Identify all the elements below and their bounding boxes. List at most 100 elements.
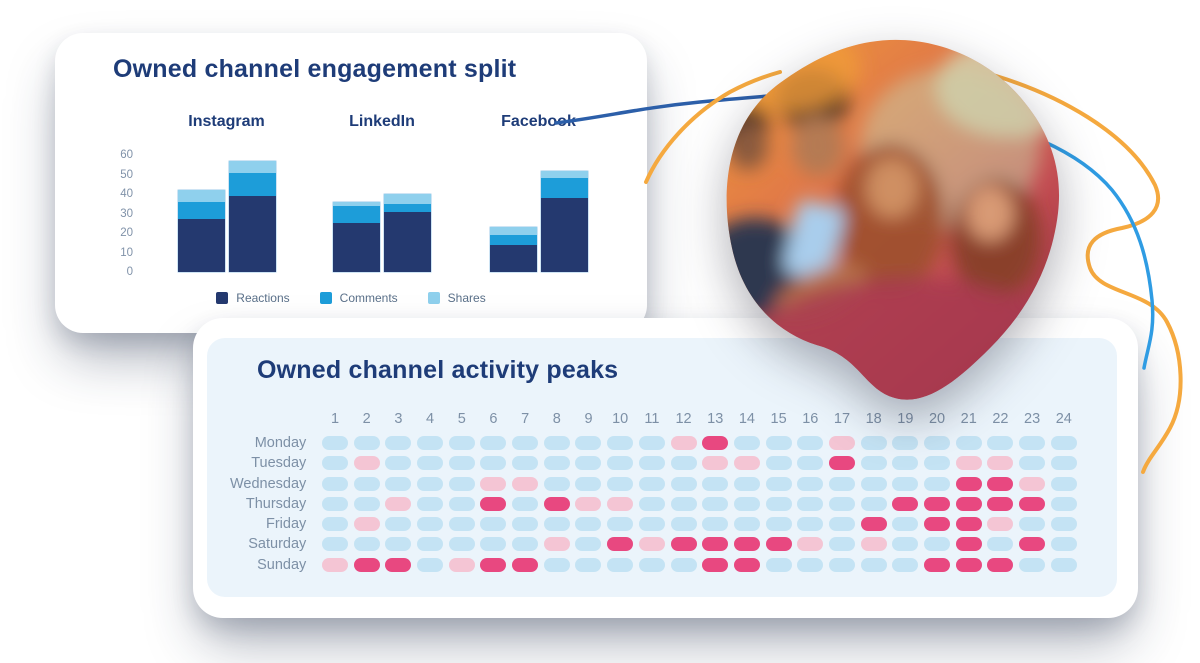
heatmap-cell-monday-h20-low — [924, 436, 951, 450]
hour-label-6: 6 — [489, 411, 498, 427]
hour-label-18: 18 — [865, 411, 882, 427]
heatmap-cell-thursday-h23-high — [1019, 496, 1046, 511]
heatmap-cell-thursday-h19-high — [892, 496, 919, 511]
person4-face — [966, 185, 1014, 241]
heatmap-cell-thursday-h6-high — [480, 496, 507, 511]
hour-label-13: 13 — [707, 411, 724, 427]
heatmap-cell-friday-h15-low — [765, 517, 792, 532]
heatmap-cell-thursday-h16-low — [797, 496, 824, 511]
heatmap-row-saturday: Saturday — [193, 537, 1138, 552]
heatmap-cell-tuesday-h18-low — [860, 456, 887, 471]
bar-segment-comments — [540, 178, 588, 198]
heatmap-cell-friday-h17-low — [828, 517, 855, 532]
engagement-split-card: Owned channel engagement split Reactions… — [55, 33, 647, 333]
bar-segment-shares — [489, 227, 537, 235]
bar-segment-shares — [540, 170, 588, 179]
selfie-photo-blob — [726, 39, 1060, 400]
heatmap-cell-friday-h7-low — [512, 517, 539, 532]
heatmap-cell-saturday-h11-medium — [638, 537, 665, 552]
bar-segment-comments — [177, 201, 225, 220]
heatmap-cell-saturday-h20-low — [924, 537, 951, 552]
heatmap-cell-thursday-h1-low — [321, 496, 348, 511]
heatmap-cell-tuesday-h1-low — [321, 456, 348, 471]
heatmap-cell-saturday-h16-medium — [797, 537, 824, 552]
heatmap-cell-saturday-h22-low — [987, 537, 1014, 552]
heatmap-cell-tuesday-h13-medium — [702, 456, 729, 471]
person3-hair — [835, 143, 945, 293]
heatmap-cell-sunday-h1-medium — [321, 557, 348, 572]
heatmap-cell-monday-h16-low — [797, 436, 824, 450]
bar-segment-shares — [333, 201, 380, 206]
hour-label-12: 12 — [675, 411, 692, 427]
heatmap-cell-monday-h10-low — [607, 436, 634, 450]
heatmap-cell-thursday-h21-high — [955, 496, 982, 511]
heatmap-cell-saturday-h8-medium — [543, 537, 570, 552]
heatmap-cell-thursday-h8-high — [543, 496, 570, 511]
heatmap-cell-monday-h8-low — [543, 436, 570, 450]
heatmap-cell-tuesday-h20-low — [924, 456, 951, 471]
heatmap-cell-monday-h9-low — [575, 436, 602, 450]
legend-label-reactions: Reactions — [236, 291, 290, 305]
heatmap-cell-saturday-h21-high — [955, 537, 982, 552]
heatmap-cell-sunday-h19-low — [892, 557, 919, 572]
heatmap-cell-saturday-h4-low — [417, 537, 444, 552]
bar-instagram-2 — [228, 160, 276, 272]
heatmap-cell-sunday-h12-low — [670, 557, 697, 572]
bar-segment-reactions — [384, 211, 431, 272]
heatmap-cell-sunday-h24-low — [1050, 557, 1077, 572]
heatmap-cell-tuesday-h7-low — [512, 456, 539, 471]
hour-label-15: 15 — [770, 411, 787, 427]
bar-segment-reactions — [333, 223, 380, 272]
heatmap-cell-sunday-h14-high — [733, 557, 760, 572]
heatmap-cell-wednesday-h24-low — [1050, 476, 1077, 491]
activity-peaks-card: Owned channel activity peaks 1 2 3 4 5 6 7 8 9 10… — [193, 318, 1138, 618]
heatmap-cell-tuesday-h9-low — [575, 456, 602, 471]
heatmap-cell-thursday-h5-low — [448, 496, 475, 511]
heatmap-cell-wednesday-h8-low — [543, 476, 570, 491]
heatmap-cell-saturday-h24-low — [1050, 537, 1077, 552]
engagement-card-title: Owned channel engagement split — [113, 55, 517, 83]
y-tick-60: 60 — [120, 149, 133, 161]
heatmap-cell-sunday-h17-low — [828, 557, 855, 572]
heatmap-cell-wednesday-h17-low — [828, 476, 855, 491]
heatmap-cell-saturday-h6-low — [480, 537, 507, 552]
heatmap-row-thursday: Thursday — [193, 497, 1138, 511]
heatmap-cell-friday-h4-low — [417, 517, 444, 532]
heatmap-cell-sunday-h3-high — [385, 557, 412, 572]
heatmap-cell-tuesday-h3-low — [385, 456, 412, 471]
heatmap-cell-sunday-h11-low — [638, 557, 665, 572]
heatmap-cell-tuesday-h21-medium — [955, 456, 982, 471]
heatmap-cell-monday-h19-low — [892, 436, 919, 450]
heatmap-cell-thursday-h24-low — [1050, 496, 1077, 511]
hour-label-7: 7 — [521, 411, 530, 427]
day-label-monday: Monday — [254, 435, 307, 451]
heatmap-cell-tuesday-h4-low — [417, 456, 444, 471]
heatmap-cell-sunday-h15-low — [765, 557, 792, 572]
heatmap-cell-friday-h20-high — [924, 517, 951, 532]
heatmap-cell-sunday-h5-medium — [448, 557, 475, 572]
platform-label-linkedin: LinkedIn — [349, 113, 415, 130]
heatmap-cell-friday-h21-high — [955, 517, 982, 532]
person1-face — [728, 122, 768, 170]
heatmap-cell-tuesday-h12-low — [670, 456, 697, 471]
person3-face — [866, 158, 918, 218]
day-label-friday: Friday — [266, 516, 307, 533]
heatmap-cell-saturday-h12-high — [670, 537, 697, 552]
heatmap-row-tuesday: Tuesday — [193, 456, 1138, 471]
heatmap-row-monday: Monday — [193, 436, 1138, 450]
hour-label-20: 20 — [928, 411, 946, 427]
heatmap-cell-monday-h12-medium — [670, 436, 697, 450]
heatmap-cell-monday-h24-low — [1050, 436, 1077, 450]
heatmap-cell-saturday-h23-high — [1019, 537, 1046, 552]
heatmap-cell-thursday-h2-low — [353, 496, 380, 511]
heatmap-cell-thursday-h7-low — [512, 496, 539, 511]
heatmap-cell-saturday-h5-low — [448, 537, 475, 552]
heatmap-cell-wednesday-h16-low — [797, 476, 824, 491]
heatmap-cell-friday-h18-high — [860, 517, 887, 532]
bar-segment-reactions — [489, 244, 537, 272]
heatmap-cell-monday-h11-low — [638, 436, 665, 450]
heatmap-cell-wednesday-h23-medium — [1019, 476, 1046, 491]
heatmap-cell-tuesday-h6-low — [480, 456, 507, 471]
hour-label-17: 17 — [833, 411, 851, 427]
bar-facebook-2 — [540, 170, 588, 272]
